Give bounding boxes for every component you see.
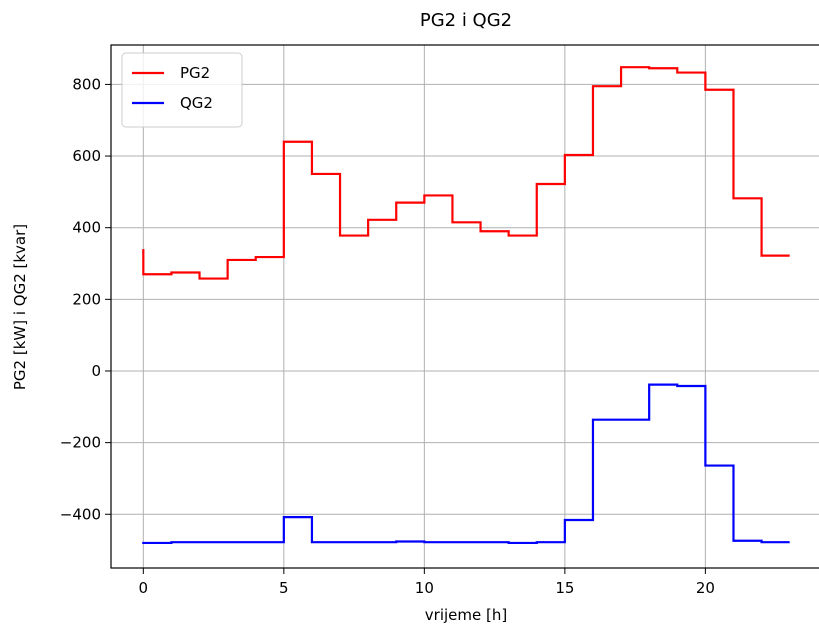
series-lines [142, 66, 790, 545]
x-tick-label: 15 [555, 579, 574, 597]
y-tick-label: −400 [60, 505, 101, 523]
x-axis-ticks: 0 5 10 15 20 [139, 568, 715, 597]
legend-label-pg2: PG2 [180, 64, 210, 82]
x-tick-label: 20 [696, 579, 715, 597]
x-tick-label: 10 [415, 579, 434, 597]
y-axis-ticks: −400 −200 0 200 400 600 800 [60, 75, 111, 523]
y-tick-label: −200 [60, 434, 101, 452]
y-tick-label: 200 [72, 290, 101, 308]
x-tick-label: 5 [279, 579, 289, 597]
x-axis-label: vrijeme [h] [425, 606, 507, 624]
series-line-qg2 [142, 383, 790, 545]
y-tick-label: 400 [72, 219, 101, 237]
chart-title: PG2 i QG2 [420, 10, 512, 31]
y-tick-label: 800 [72, 75, 101, 93]
legend: PG2 QG2 [121, 52, 243, 128]
y-tick-label: 600 [72, 147, 101, 165]
y-axis-label: PG2 [kW] i QG2 [kvar] [11, 224, 29, 390]
legend-label-qg2: QG2 [180, 94, 213, 112]
legend-box [121, 52, 243, 128]
series-line-pg2 [142, 66, 790, 280]
y-tick-label: 0 [91, 362, 101, 380]
plot-frame [110, 44, 819, 569]
x-tick-label: 0 [139, 579, 149, 597]
